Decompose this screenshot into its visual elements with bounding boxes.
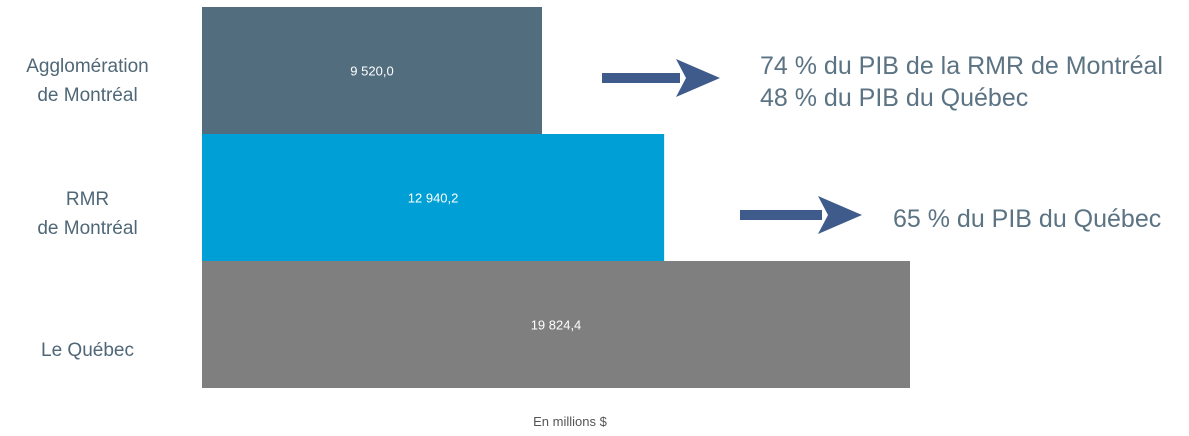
callout-line: 65 % du PIB du Québec bbox=[893, 205, 1162, 233]
category-label-agglomeration: Agglomération de Montréal bbox=[0, 52, 175, 110]
category-label-quebec: Le Québec bbox=[0, 336, 175, 365]
bar-value-label: 12 940,2 bbox=[408, 191, 459, 206]
bar-value-label: 19 824,4 bbox=[531, 318, 582, 333]
arrow-shaft bbox=[602, 73, 680, 83]
bar-value-label: 9 520,0 bbox=[350, 64, 393, 79]
bar-0 bbox=[202, 7, 542, 134]
callout-rmr: 65 % du PIB du Québec bbox=[893, 203, 1161, 235]
callout-agglomeration: 74 % du PIB de la RMR de Montréal 48 % d… bbox=[760, 50, 1163, 114]
category-label-line: Le Québec bbox=[41, 340, 134, 361]
arrow-shaft bbox=[740, 210, 822, 220]
x-axis-label: En millions $ bbox=[533, 414, 607, 429]
category-label-line: de Montréal bbox=[37, 85, 138, 106]
category-label-rmr: RMR de Montréal bbox=[0, 185, 175, 243]
category-label-line: de Montréal bbox=[37, 218, 138, 239]
category-label-line: Agglomération bbox=[26, 56, 149, 77]
arrow-head-icon bbox=[818, 196, 862, 234]
callout-line: 48 % du PIB du Québec bbox=[760, 84, 1029, 112]
category-label-line: RMR bbox=[65, 189, 110, 210]
arrow-head-icon bbox=[676, 59, 720, 97]
bar-2 bbox=[202, 261, 910, 388]
bar-1 bbox=[202, 134, 665, 261]
callout-line: 74 % du PIB de la RMR de Montréal bbox=[760, 52, 1163, 80]
